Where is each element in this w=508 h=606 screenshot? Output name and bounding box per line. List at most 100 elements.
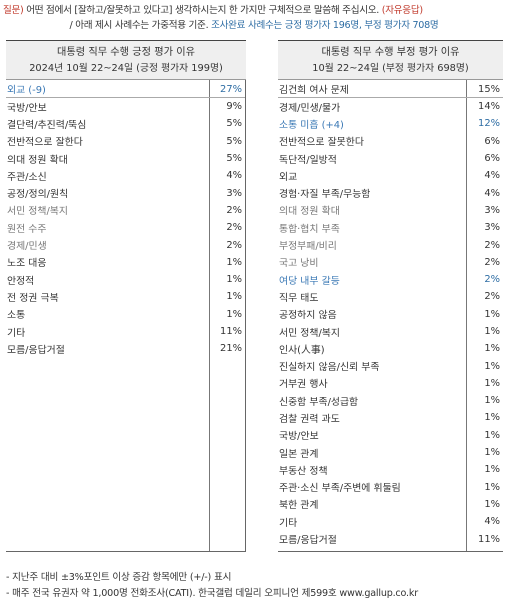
reason-label: 주관·소신 부족/주변에 휘둘림 bbox=[279, 483, 401, 495]
reason-label: 주관/소신 bbox=[7, 171, 47, 183]
table-row: 주관/소신 4% bbox=[6, 167, 245, 184]
reason-label: 거부권 행사 bbox=[279, 379, 328, 391]
table-row: 결단력/추진력/뚝심 5% bbox=[6, 115, 245, 132]
question-label: 질문) bbox=[3, 5, 24, 16]
reason-percent: 1% bbox=[226, 308, 242, 320]
table-row: 서민 정책/복지 2% bbox=[6, 202, 245, 219]
reason-label: 안정적 bbox=[7, 275, 35, 287]
table-row: 경제/민생 2% bbox=[6, 236, 245, 253]
positive-table-subtitle: 2024년 10월 22~24일 (긍정 평가자 199명) bbox=[29, 63, 223, 74]
reason-percent: 5% bbox=[226, 153, 242, 165]
table-row: 안정적 1% bbox=[6, 271, 245, 288]
table-row: 북한 관계 1% bbox=[278, 496, 503, 513]
reason-percent: 1% bbox=[484, 481, 500, 493]
table-row: 전 정권 극복 1% bbox=[6, 288, 245, 305]
reason-label: 외교 bbox=[279, 171, 298, 183]
weighting-note: / 아래 제시 사례수는 가중적용 기준. bbox=[69, 20, 209, 31]
table-row: 독단적/일방적 6% bbox=[278, 150, 503, 167]
footnote-change-mark: - 지난주 대비 ±3%포인트 이상 증감 항목에만 (+/-) 표시 bbox=[6, 572, 232, 583]
table-row: 인사(人事) 1% bbox=[278, 340, 503, 357]
table-row: 통합·협치 부족 3% bbox=[278, 219, 503, 236]
reason-percent: 2% bbox=[226, 239, 242, 251]
reason-percent: 11% bbox=[478, 533, 500, 545]
table-row: 국방/안보 1% bbox=[278, 427, 503, 444]
reason-label: 공정/정의/원칙 bbox=[7, 189, 69, 201]
reason-percent: 3% bbox=[226, 187, 242, 199]
reason-label: 서민 정책/복지 bbox=[279, 327, 340, 339]
reason-percent: 1% bbox=[484, 308, 500, 320]
negative-table-body: 김건희 여사 문제 15% 경제/민생/물가 14% 소통 미흡 (+4) 12% 전반적으… bbox=[278, 80, 503, 552]
reason-label: 부동산 정책 bbox=[279, 465, 328, 477]
reason-percent: 2% bbox=[484, 239, 500, 251]
table-row: 주관·소신 부족/주변에 휘둘림 1% bbox=[278, 479, 503, 496]
reason-label: 노조 대응 bbox=[7, 258, 47, 270]
table-row: 공정/정의/원칙 3% bbox=[6, 184, 245, 201]
table-row: 여당 내부 갈등 2% bbox=[278, 271, 503, 288]
reason-label: 국고 낭비 bbox=[279, 258, 319, 270]
reason-percent: 14% bbox=[478, 101, 500, 113]
reason-percent: 4% bbox=[484, 187, 500, 199]
table-row: 소통 1% bbox=[6, 306, 245, 323]
reason-percent: 1% bbox=[484, 412, 500, 424]
reason-percent: 2% bbox=[484, 256, 500, 268]
reason-percent: 4% bbox=[484, 170, 500, 182]
reason-label: 소통 미흡 (+4) bbox=[279, 119, 344, 131]
reason-label: 원전 수주 bbox=[7, 223, 47, 235]
reason-percent: 6% bbox=[484, 153, 500, 165]
table-row: 신중함 부족/성급함 1% bbox=[278, 392, 503, 409]
negative-table-subtitle: 10월 22~24일 (부정 평가자 698명) bbox=[312, 63, 469, 74]
question-body: 어떤 점에서 [잘하고/잘못하고 있다고] 생각하시는지 한 가지만 구체적으로… bbox=[26, 5, 380, 16]
reason-label: 국방/안보 bbox=[279, 431, 319, 443]
positive-table-body: 외교 (-9) 27% 국방/안보 9% 결단력/추진력/뚝심 5% 전반적으로 잘한다 5%… bbox=[6, 80, 246, 552]
reason-percent: 5% bbox=[226, 135, 242, 147]
table-row: 경제/민생/물가 14% bbox=[278, 98, 503, 115]
reason-percent: 4% bbox=[484, 516, 500, 528]
table-row: 일본 관계 1% bbox=[278, 444, 503, 461]
table-row: 전반적으로 잘못한다 6% bbox=[278, 133, 503, 150]
table-row: 원전 수주 2% bbox=[6, 219, 245, 236]
table-row: 기타 11% bbox=[6, 323, 245, 340]
sample-size-note: 조사완료 사례수는 긍정 평가자 196명, 부정 평가자 708명 bbox=[211, 20, 439, 31]
reason-percent: 12% bbox=[478, 118, 500, 130]
reason-percent: 1% bbox=[226, 291, 242, 303]
reason-label: 경험·자질 부족/무능함 bbox=[279, 189, 371, 201]
reason-label: 전반적으로 잘한다 bbox=[7, 137, 83, 149]
table-row: 경험·자질 부족/무능함 4% bbox=[278, 184, 503, 201]
reason-percent: 5% bbox=[226, 118, 242, 130]
reason-label: 검찰 권력 과도 bbox=[279, 413, 340, 425]
reason-label: 소통 bbox=[7, 310, 26, 322]
table-row: 노조 대응 1% bbox=[6, 254, 245, 271]
negative-reasons-table: 대통령 직무 수행 부정 평가 이유 10월 22~24일 (부정 평가자 69… bbox=[278, 40, 503, 552]
table-row: 모름/응답거절 11% bbox=[278, 530, 503, 547]
reason-percent: 15% bbox=[478, 83, 500, 95]
reason-percent: 2% bbox=[226, 222, 242, 234]
table-row: 전반적으로 잘한다 5% bbox=[6, 133, 245, 150]
reason-percent: 3% bbox=[484, 204, 500, 216]
table-row: 기타 4% bbox=[278, 513, 503, 530]
reason-label: 부정부패/비리 bbox=[279, 241, 337, 253]
positive-table-header: 대통령 직무 수행 긍정 평가 이유 2024년 10월 22~24일 (긍정 … bbox=[6, 40, 246, 80]
table-row: 거부권 행사 1% bbox=[278, 375, 503, 392]
positive-reasons-table: 대통령 직무 수행 긍정 평가 이유 2024년 10월 22~24일 (긍정 … bbox=[6, 40, 246, 552]
reason-percent: 1% bbox=[484, 326, 500, 337]
reason-percent: 2% bbox=[226, 204, 242, 216]
reason-percent: 1% bbox=[484, 464, 500, 476]
table-row: 공정하지 않음 1% bbox=[278, 306, 503, 323]
reason-label: 북한 관계 bbox=[279, 500, 319, 512]
reason-percent: 9% bbox=[226, 101, 242, 113]
table-row: 직무 태도 2% bbox=[278, 288, 503, 305]
table-row: 서민 정책/복지 1% bbox=[278, 323, 503, 340]
reason-label: 김건희 여사 문제 bbox=[279, 85, 349, 96]
reason-label: 직무 태도 bbox=[279, 292, 319, 304]
reason-label: 전 정권 극복 bbox=[7, 292, 59, 304]
table-row: 부동산 정책 1% bbox=[278, 461, 503, 478]
reason-label: 진실하지 않음/신뢰 부족 bbox=[279, 362, 380, 374]
reason-percent: 1% bbox=[484, 395, 500, 407]
negative-table-header: 대통령 직무 수행 부정 평가 이유 10월 22~24일 (부정 평가자 69… bbox=[278, 40, 503, 80]
reason-label: 독단적/일방적 bbox=[279, 154, 337, 166]
reason-label: 국방/안보 bbox=[7, 102, 47, 114]
table-row: 국고 낭비 2% bbox=[278, 254, 503, 271]
table-row: 외교 4% bbox=[278, 167, 503, 184]
reason-percent: 2% bbox=[484, 274, 500, 286]
footnotes: - 지난주 대비 ±3%포인트 이상 증감 항목에만 (+/-) 표시 - 매주… bbox=[6, 570, 418, 602]
